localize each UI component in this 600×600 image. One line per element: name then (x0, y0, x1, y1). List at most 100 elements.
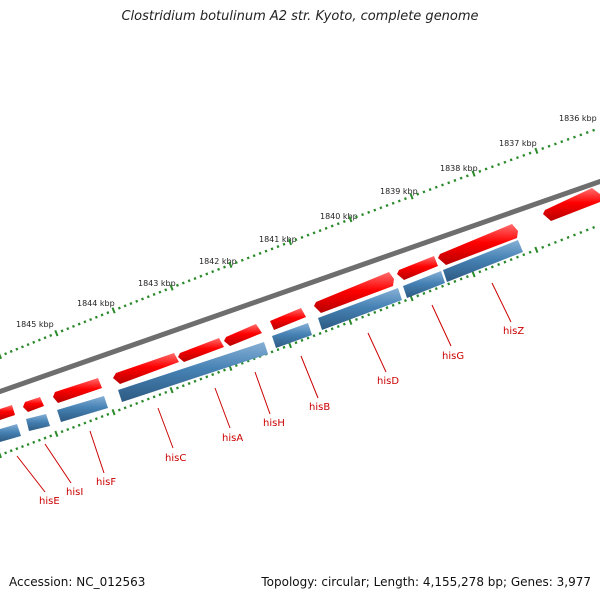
outer-ruler-tick (181, 281, 185, 285)
outer-ruler-tick (246, 256, 250, 260)
gene-label-hisD: hisD (377, 376, 399, 387)
accession-label: Accession: NC_012563 (9, 575, 146, 589)
inner-ruler-tick (199, 377, 203, 381)
outer-ruler-tick (397, 199, 401, 203)
forward-gene-8[interactable] (113, 353, 179, 384)
inner-ruler-tick (146, 397, 150, 401)
reverse-gene-6[interactable] (57, 396, 108, 422)
inner-ruler-tick (416, 294, 420, 298)
reverse-gene-5[interactable] (118, 342, 268, 402)
inner-ruler-tick (465, 275, 469, 279)
reverse-gene-3[interactable] (318, 288, 402, 330)
outer-ruler-tick (54, 330, 59, 337)
inner-ruler-tick (509, 258, 513, 262)
ruler-label-1837: 1837 kbp (499, 139, 537, 148)
inner-ruler-tick (100, 415, 104, 419)
reverse-gene-7[interactable] (26, 414, 50, 431)
inner-ruler-tick (234, 364, 238, 368)
outer-ruler-tick (528, 151, 532, 155)
forward-gene-2[interactable] (438, 224, 518, 265)
leader-hisA (214, 387, 231, 429)
forward-gene-7[interactable] (178, 338, 224, 362)
outer-ruler-tick (217, 267, 221, 271)
forward-gene-1[interactable] (543, 188, 600, 221)
outer-ruler-tick (547, 144, 551, 148)
inner-ruler-tick (318, 331, 322, 335)
outer-ruler-tick (187, 279, 191, 283)
forward-gene-3[interactable] (397, 256, 438, 280)
genome-backbone (0, 178, 600, 395)
outer-ruler-tick (89, 318, 93, 322)
inner-ruler-tick (26, 442, 30, 446)
outer-ruler-tick (0, 353, 3, 360)
forward-gene-6[interactable] (224, 324, 262, 346)
inner-ruler-tick (282, 345, 286, 349)
forward-strand-genes (0, 188, 600, 420)
outer-ruler-tick (66, 327, 70, 331)
forward-gene-5[interactable] (270, 308, 306, 330)
inner-ruler-tick (294, 341, 298, 345)
outer-ruler-tick (9, 349, 13, 353)
outer-ruler-tick (129, 302, 133, 306)
outer-ruler-tick (72, 324, 75, 328)
gene-label-hisZ: hisZ (503, 326, 524, 337)
inner-ruler-tick (300, 338, 304, 342)
reverse-strand-genes (0, 240, 523, 442)
inner-ruler-tick (553, 240, 557, 244)
outer-ruler-tick (164, 288, 168, 292)
outer-ruler-tick (193, 276, 197, 280)
outer-ruler-tick (276, 245, 280, 249)
inner-ruler-tick (270, 350, 274, 354)
inner-ruler-tick (490, 265, 494, 269)
outer-ruler-tick (465, 174, 469, 178)
ruler-label-1836: 1836 kbp (559, 114, 597, 123)
gene-label-hisE: hisE (39, 496, 60, 507)
outer-ruler-tick (416, 192, 420, 196)
inner-ruler-tick (336, 324, 340, 328)
inner-ruler-tick (60, 430, 64, 434)
outer-ruler-tick (434, 185, 438, 189)
inner-ruler-tick (592, 225, 596, 230)
forward-gene-4[interactable] (314, 272, 394, 313)
leader-hisG (431, 304, 452, 347)
inner-ruler-tick (15, 447, 19, 451)
reverse-gene-4[interactable] (272, 323, 312, 348)
inner-ruler-tick (193, 379, 197, 383)
reverse-gene-1[interactable] (443, 240, 523, 282)
inner-ruler-tick (66, 427, 70, 432)
forward-gene-9[interactable] (53, 378, 102, 403)
inner-ruler-tick (152, 395, 156, 399)
outer-ruler-tick (258, 251, 262, 255)
inner-ruler-ticks (0, 225, 596, 459)
inner-ruler-tick (484, 267, 488, 271)
inner-ruler-tick (541, 245, 545, 249)
outer-ruler-tick (287, 238, 293, 246)
reverse-gene-2[interactable] (403, 271, 445, 298)
outer-ruler-tick (43, 336, 47, 340)
outer-ruler-tick (252, 254, 256, 258)
inner-ruler-tick (534, 246, 539, 253)
outer-ruler-tick (83, 320, 87, 324)
forward-gene-11[interactable] (0, 405, 15, 420)
inner-ruler-tick (324, 329, 328, 333)
inner-ruler-tick (516, 255, 519, 259)
inner-ruler-tick (560, 238, 564, 242)
reverse-gene-8[interactable] (0, 424, 21, 442)
gene-label-hisI: hisI (66, 487, 83, 498)
inner-ruler-tick (497, 262, 501, 267)
inner-ruler-tick (158, 393, 162, 397)
outer-ruler-tick (453, 178, 457, 182)
leader-hisD (367, 332, 387, 373)
inner-ruler-tick (54, 430, 59, 437)
inner-ruler-tick (181, 384, 185, 388)
forward-gene-10[interactable] (23, 397, 44, 412)
ruler-label-1838: 1838 kbp (440, 164, 478, 173)
inner-ruler-tick (522, 253, 526, 257)
ruler-label-1841: 1841 kbp (259, 235, 297, 244)
leader-hisZ (491, 282, 512, 323)
outer-ruler-tick (490, 165, 494, 169)
outer-ruler-tick (158, 290, 162, 294)
outer-ruler-tick (199, 274, 203, 278)
inner-ruler-tick (9, 449, 13, 453)
